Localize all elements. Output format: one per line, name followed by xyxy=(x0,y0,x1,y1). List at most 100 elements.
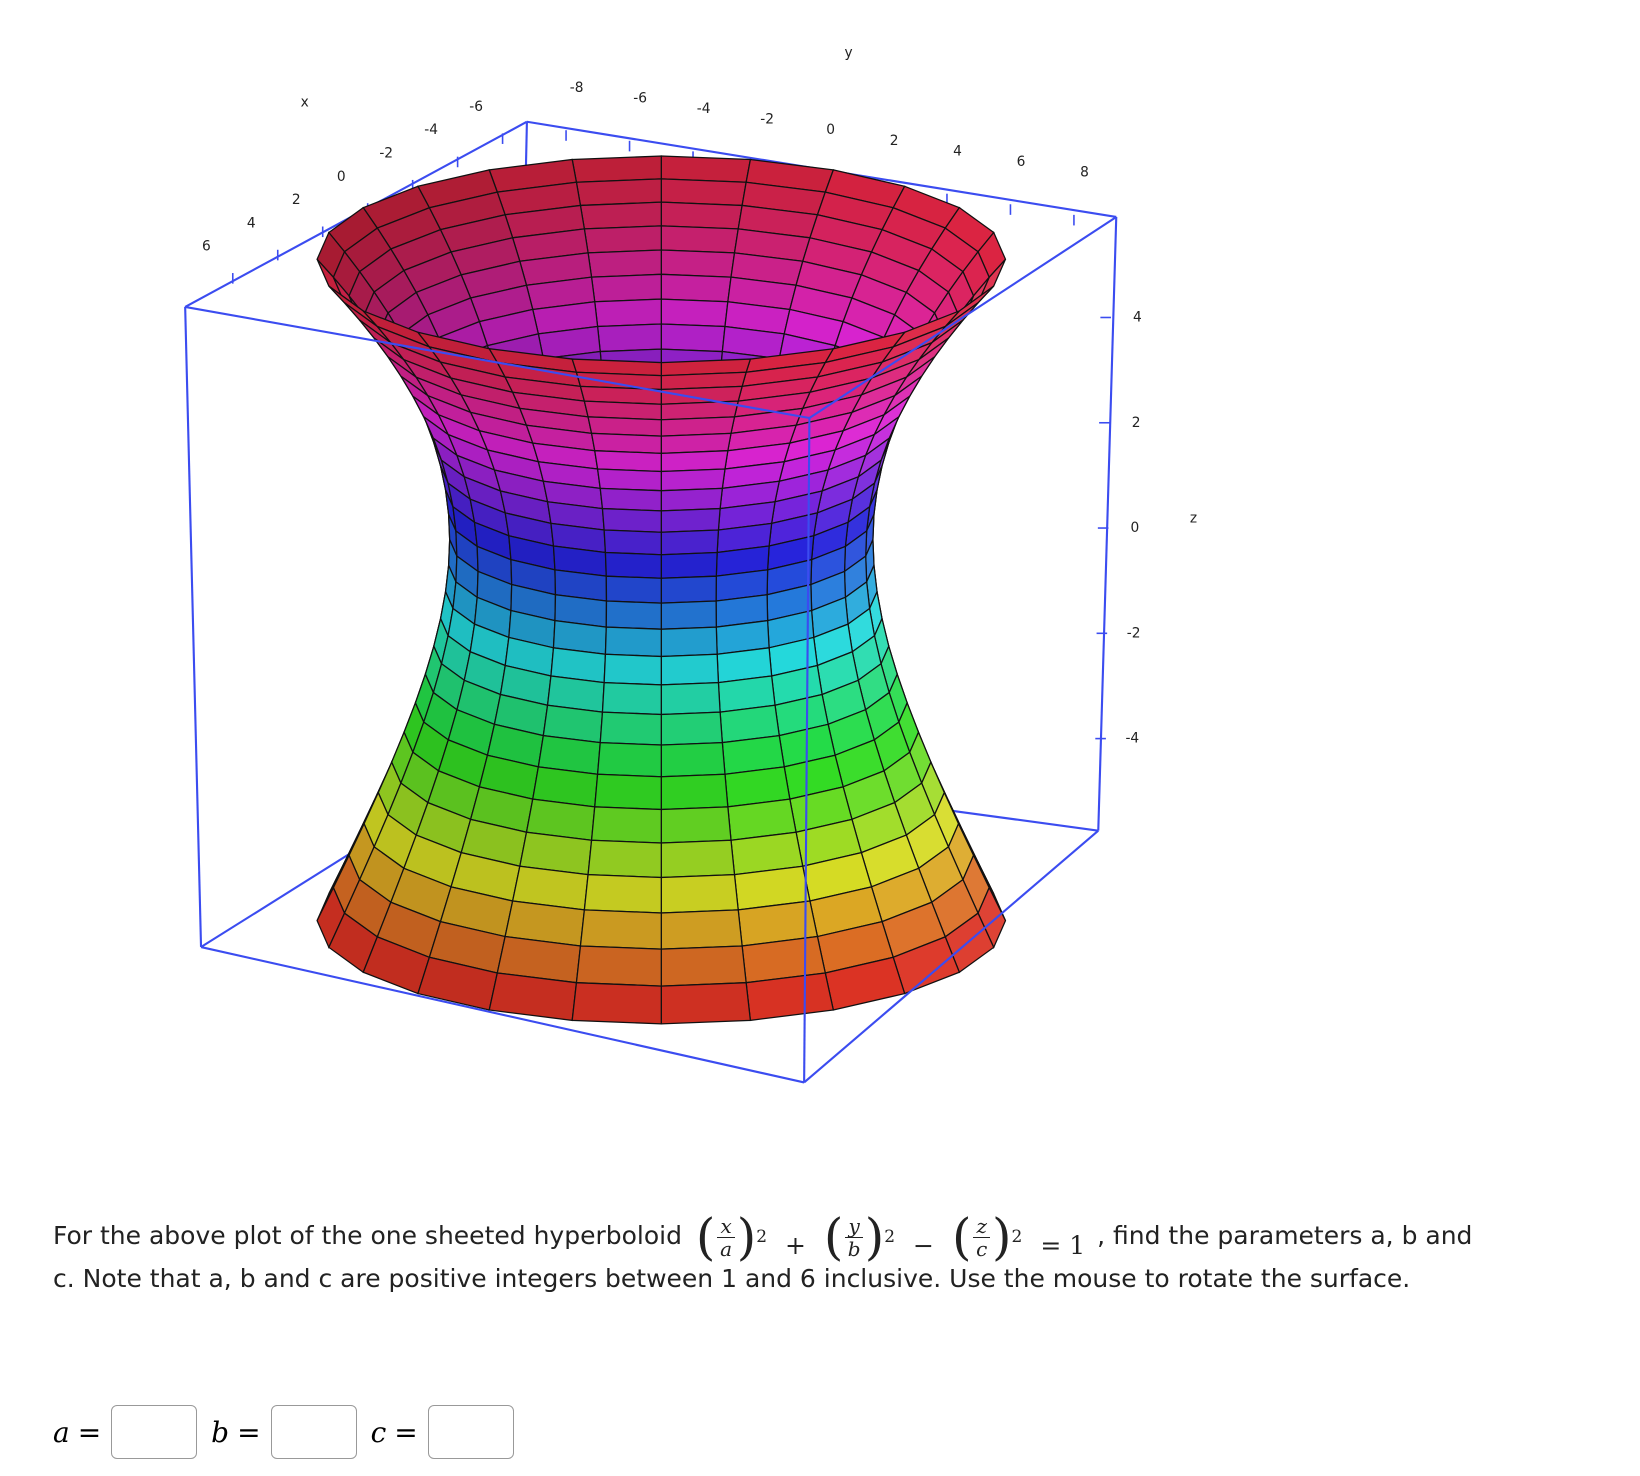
tick-label: 6 xyxy=(1017,154,1026,170)
tick-label: 0 xyxy=(826,122,835,138)
surface-patch xyxy=(660,575,717,604)
tick-label: -2 xyxy=(760,112,774,128)
surface-patch xyxy=(660,507,721,533)
surface-patch xyxy=(571,982,662,1025)
tick-label: -8 xyxy=(570,80,584,96)
surface-patch xyxy=(660,298,729,328)
surface-patch xyxy=(660,432,732,454)
surface-patch xyxy=(660,155,752,183)
surface-patch xyxy=(660,773,729,811)
variable-label: c xyxy=(370,1415,387,1449)
surface-patch xyxy=(660,945,747,987)
surface-patch xyxy=(605,575,662,604)
tick-label: -2 xyxy=(379,145,393,161)
surface-patch xyxy=(587,839,662,879)
tick-label: -4 xyxy=(1125,731,1139,747)
surface-patch xyxy=(604,551,662,579)
tick-label: 4 xyxy=(1133,309,1142,325)
question: For the above plot of the one sheeted hy… xyxy=(53,1212,1483,1295)
surface-patch xyxy=(660,806,732,844)
numerator: x xyxy=(717,1215,735,1238)
answer-input[interactable] xyxy=(427,1405,514,1459)
surface-patch xyxy=(590,806,662,844)
surface-patch xyxy=(660,273,732,303)
surface-patch xyxy=(660,323,726,353)
surface-patch xyxy=(660,653,720,686)
surface-patch xyxy=(596,323,662,353)
exponent: 2 xyxy=(884,1226,896,1247)
surface-patch xyxy=(590,432,662,454)
operator: = 1 xyxy=(1040,1231,1086,1260)
surface-patch xyxy=(660,225,739,254)
axis-label: z xyxy=(1190,511,1197,527)
surface-patch xyxy=(660,909,743,950)
surface-patch xyxy=(593,450,662,473)
surface-patch xyxy=(660,529,720,556)
tick-label: 0 xyxy=(1131,520,1140,536)
box-edge xyxy=(803,417,811,1083)
equals-sign: = xyxy=(394,1415,418,1449)
surface-patch xyxy=(575,945,662,987)
tick-label: 0 xyxy=(337,169,346,185)
surface-patch xyxy=(660,201,743,230)
surface-patch xyxy=(660,178,747,207)
box-front xyxy=(184,216,1118,1084)
axis-label: y xyxy=(844,45,852,61)
surface-patch xyxy=(583,874,662,914)
denominator: c xyxy=(976,1236,988,1261)
surface-patch xyxy=(579,909,662,950)
answer-input[interactable] xyxy=(270,1405,357,1459)
surface-patch xyxy=(605,600,662,630)
question-text: , find the parameters a, b and c. Note t… xyxy=(53,1221,1473,1293)
surface-patch xyxy=(601,681,662,716)
surface-plot[interactable]: x y z 6 4 2 0 -2 -4 -6 -8 -6 -4 -2 0 2 4 6 8 4 2 0 -2 -4 xyxy=(0,0,1640,1164)
question-text: For the above plot of the one sheeted hy… xyxy=(53,1221,682,1250)
surface-patch xyxy=(603,529,662,556)
axis-label: x xyxy=(301,95,309,111)
surface-patch xyxy=(660,450,729,473)
hyperboloid xyxy=(316,155,1007,1025)
answer-input[interactable] xyxy=(111,1405,198,1459)
variable-label: b xyxy=(211,1415,230,1449)
numerator: y xyxy=(845,1215,863,1238)
surface-patch xyxy=(660,711,724,746)
surface-patch xyxy=(603,653,662,686)
answer-field: c = xyxy=(371,1405,514,1459)
exponent: 2 xyxy=(756,1226,768,1247)
tick-label: -4 xyxy=(424,122,438,138)
tick-label: 6 xyxy=(202,239,211,255)
surface-patch xyxy=(583,225,662,254)
surface-patch xyxy=(594,773,662,811)
equals-sign: = xyxy=(237,1415,261,1449)
numerator: z xyxy=(973,1215,991,1238)
variable-label: a xyxy=(53,1415,70,1449)
surface-patch xyxy=(660,551,718,579)
answer-row: a = b = c = xyxy=(53,1405,528,1459)
tick-label: -6 xyxy=(469,99,483,115)
box-edge xyxy=(1097,216,1118,831)
surface-patch xyxy=(660,249,736,278)
tick-label: 2 xyxy=(1132,415,1141,431)
box-edge xyxy=(200,945,805,1084)
tick-label: 2 xyxy=(292,192,301,208)
formula: (x a) 2 + (y b) 2 − (z c) 2 = 1 xyxy=(695,1208,1086,1266)
box-edge xyxy=(184,306,203,948)
surface-patch xyxy=(660,600,717,630)
surface-patch xyxy=(660,741,726,778)
surface-patch xyxy=(660,982,752,1025)
surface-patch xyxy=(660,874,739,914)
surface-patch xyxy=(590,273,662,303)
surface-patch xyxy=(579,201,662,230)
surface-patch xyxy=(587,249,662,278)
axis-labels: x y z 6 4 2 0 -2 -4 -6 -8 -6 -4 -2 0 2 4 6 8 4 2 0 -2 -4 xyxy=(202,45,1197,747)
tick-label: 8 xyxy=(1080,165,1089,181)
operator: + xyxy=(785,1231,806,1260)
surface-patch xyxy=(660,487,724,512)
tick-label: -6 xyxy=(633,90,647,106)
surface-patch xyxy=(660,626,718,658)
box-edge xyxy=(808,216,1117,419)
box-edge xyxy=(184,305,810,420)
surface-patch xyxy=(660,468,726,492)
surface-patch xyxy=(660,681,721,716)
tick-label: -4 xyxy=(697,101,711,117)
